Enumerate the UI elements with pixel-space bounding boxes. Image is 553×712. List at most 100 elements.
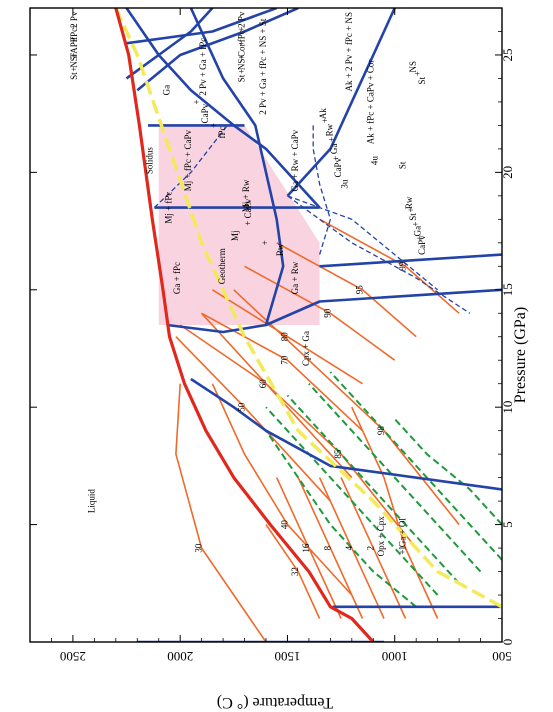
field-label-32: + — [410, 221, 420, 226]
isopleth-line-14 — [297, 477, 364, 619]
field-label-41: 2 Pv — [237, 11, 247, 28]
x-axis-label: Pressure (GPa) — [512, 307, 529, 403]
field-label-58: NS — [69, 56, 79, 68]
x-tick-label-5: 25 — [500, 48, 515, 61]
isopleth-label-15: 16 — [301, 543, 311, 553]
isopleth-label-13: 4 — [344, 545, 354, 550]
field-label-23: Rw — [325, 123, 335, 136]
isopleth-line-7 — [319, 218, 460, 314]
field-label-61: 3u — [340, 179, 350, 189]
field-label-13: + — [260, 240, 270, 245]
isopleth-label-5: 90 — [322, 308, 332, 318]
isopleth-line-0 — [175, 383, 267, 642]
isopleth-label-14: 8 — [322, 545, 332, 550]
field-label-53: + — [69, 24, 79, 29]
dashed-boundary-1 — [312, 125, 332, 255]
field-label-28: St — [397, 161, 407, 169]
field-label-59: + — [69, 67, 79, 72]
geotherm-line — [114, 8, 502, 609]
isopleth-label-8: 40 — [279, 520, 289, 530]
y-axis-label: Temperature (° C) — [217, 694, 333, 711]
isopleth-line-8 — [211, 383, 353, 596]
isopleth-label-11: 1 — [397, 546, 407, 551]
isopleth-line-13 — [318, 477, 385, 619]
adiabat-line-1 — [265, 406, 439, 596]
field-label-10: Mj + Rw — [241, 179, 251, 212]
x-tick-label-0: 0 — [500, 639, 515, 646]
dashed-boundary-3 — [287, 195, 471, 314]
field-label-33: Ga — [412, 226, 422, 237]
phase-boundary-2 — [190, 377, 502, 491]
isopleth-label-10: 98 — [376, 426, 386, 436]
isopleth-line-16 — [265, 524, 321, 619]
isopleth-line-5 — [244, 265, 396, 361]
isopleth-label-6: 95 — [355, 285, 365, 295]
field-label-15: Ga + Rw + CaPv — [290, 129, 300, 191]
field-label-42: + — [237, 27, 247, 32]
field-label-20: fPc — [217, 126, 227, 138]
isopleth-label-16: 32 — [290, 567, 300, 576]
x-tick-label-4: 20 — [500, 166, 515, 179]
isopleth-label-2: 60 — [258, 379, 268, 389]
field-label-16: Ga — [161, 85, 171, 96]
plot-layers: 30 50 60 70 80 90 95 99 40 85 98 1 2 4 8 16 32 Liquid Soli… — [69, 0, 502, 642]
field-label-11: + CaPv — [243, 198, 253, 225]
plot-area: 30 50 60 70 80 90 95 99 40 85 98 1 2 4 8 16 32 Liquid Soli… — [29, 0, 503, 643]
field-label-45: Cor — [237, 44, 247, 58]
field-label-7: Ga + Rw — [290, 261, 300, 294]
isopleth-line-11 — [351, 406, 439, 619]
field-label-60: St — [69, 72, 79, 80]
field-label-46: + — [237, 55, 247, 60]
field-label-30: + — [406, 207, 416, 212]
phase-boundary-9 — [286, 8, 396, 197]
field-label-3: Cpx + Ga — [301, 331, 311, 366]
adiabat-line-2 — [286, 394, 460, 584]
field-label-38: NS — [408, 61, 418, 73]
field-label-31: St — [408, 213, 418, 221]
phase-boundary-11 — [136, 8, 299, 92]
adiabat-line-0 — [265, 430, 417, 608]
isopleth-label-9: 85 — [333, 449, 343, 459]
adiabat-line-4 — [329, 371, 502, 561]
field-label-49: St — [237, 74, 247, 82]
y-tick-label-0: 500 — [492, 649, 512, 664]
field-label-6: Ga + fPc — [172, 262, 182, 294]
field-label-1: Solidus — [144, 147, 154, 175]
phase-boundary-7 — [189, 8, 285, 326]
field-label-62: 4u — [370, 156, 380, 166]
field-label-24: + — [327, 137, 337, 142]
y-tick-label-4: 2500 — [60, 649, 86, 664]
isopleth-line-3 — [201, 312, 364, 432]
field-label-43: fPc — [237, 30, 247, 42]
dashed-boundary-2 — [287, 195, 439, 291]
field-label-44: + — [237, 41, 247, 46]
phase-boundary-6 — [319, 253, 502, 268]
field-label-36: Ak + 2 Pv + fPc + NS + St — [344, 0, 354, 92]
y-tick-label-2: 1500 — [274, 649, 300, 664]
x-tick-label-2: 10 — [500, 401, 515, 414]
adiabat-line-3 — [308, 383, 482, 573]
isopleth-label-3: 70 — [279, 355, 289, 365]
field-label-4: Opx + Cpx — [376, 516, 386, 557]
adiabat-line-5 — [393, 418, 502, 526]
field-label-34: + — [415, 236, 425, 241]
isopleth-label-4: 80 — [279, 332, 289, 342]
phase-boundary-12 — [126, 8, 278, 45]
field-label-47: NS — [237, 59, 247, 71]
isopleth-line-9 — [201, 312, 417, 549]
isopleth-line-4 — [211, 289, 363, 385]
axis-ticks: 0 5 10 15 20 25 500 1000 1500 2000 2500 — [30, 8, 515, 664]
isopleth-label-7: 99 — [397, 261, 407, 271]
field-label-48: + — [237, 69, 247, 74]
field-label-12: Mj — [230, 231, 240, 242]
y-tick-label-1: 1000 — [382, 649, 408, 664]
field-label-55: + — [69, 38, 79, 43]
field-label-40: St — [417, 77, 427, 85]
field-label-57: + — [69, 52, 79, 57]
field-label-27: CaPv — [333, 157, 343, 177]
field-label-26: + — [331, 156, 341, 161]
solidus-line — [114, 8, 375, 642]
isopleth-label-1: 50 — [237, 402, 247, 412]
x-tick-label-3: 15 — [500, 283, 515, 296]
